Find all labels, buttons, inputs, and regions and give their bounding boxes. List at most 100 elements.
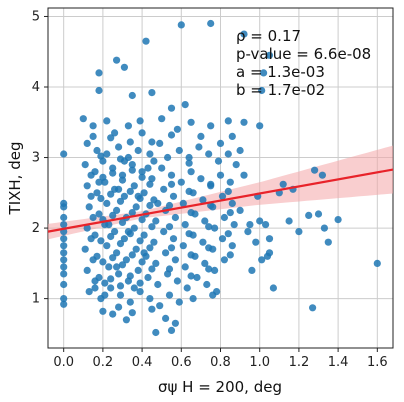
data-point (160, 228, 168, 236)
data-point (162, 314, 170, 322)
annotation-slope: a = 1.3e-03 (236, 63, 325, 81)
data-point (81, 245, 89, 253)
data-point (181, 101, 189, 109)
data-point (91, 284, 99, 292)
data-point (244, 228, 252, 236)
data-point (150, 238, 158, 246)
data-point (138, 216, 146, 224)
data-point (60, 203, 68, 211)
data-point (165, 265, 174, 273)
data-point (89, 213, 97, 222)
data-point (269, 284, 277, 292)
data-point (128, 251, 136, 259)
data-point (263, 252, 272, 260)
data-point (152, 328, 160, 337)
data-point (209, 291, 217, 299)
data-point (105, 221, 113, 229)
data-point (205, 244, 213, 252)
data-point (226, 251, 234, 259)
data-point (83, 139, 91, 147)
data-point (311, 166, 319, 174)
data-point (138, 258, 146, 266)
data-point (118, 261, 127, 269)
data-point (85, 288, 93, 296)
data-point (187, 272, 195, 280)
data-point (148, 175, 156, 183)
data-point (185, 159, 193, 167)
data-point (228, 132, 236, 140)
data-point (252, 238, 260, 246)
data-point (165, 223, 174, 231)
data-point (373, 259, 381, 267)
data-point (109, 211, 117, 219)
data-point (115, 270, 123, 278)
data-point (220, 213, 228, 222)
data-point (205, 223, 213, 231)
data-point (189, 295, 197, 303)
data-point (173, 277, 181, 285)
data-point (148, 89, 156, 97)
data-point (109, 310, 117, 318)
data-point (262, 221, 270, 229)
data-point (60, 150, 68, 158)
data-point (199, 196, 207, 204)
x-tick-label: 1.2 (289, 355, 310, 370)
data-point (167, 171, 176, 179)
data-point (179, 242, 187, 250)
data-point (175, 298, 183, 306)
data-point (140, 231, 148, 239)
data-point (107, 284, 115, 292)
data-point (126, 138, 134, 146)
data-point (122, 316, 130, 324)
data-point (99, 258, 107, 266)
data-point (146, 244, 154, 252)
data-point (93, 189, 101, 197)
data-point (152, 217, 160, 225)
data-point (128, 161, 136, 169)
data-points (60, 19, 381, 337)
data-point (167, 180, 176, 188)
data-point (136, 288, 144, 296)
data-point (167, 131, 176, 139)
data-point (187, 168, 195, 176)
data-point (201, 217, 209, 225)
data-point (95, 86, 103, 95)
data-point (183, 284, 191, 292)
data-point (60, 213, 68, 222)
y-tick-label: 2 (32, 221, 40, 236)
data-point (126, 272, 134, 280)
data-point (265, 51, 274, 59)
data-point (228, 242, 236, 250)
data-point (60, 249, 68, 257)
data-point (171, 319, 179, 327)
data-point (146, 180, 154, 188)
data-point (226, 178, 234, 186)
data-point (207, 122, 215, 130)
data-point (226, 209, 234, 217)
data-point (207, 180, 215, 188)
data-point (144, 273, 152, 282)
data-point (60, 242, 68, 250)
x-tick-label: 0.6 (171, 355, 192, 370)
data-point (128, 166, 136, 174)
data-point (107, 232, 115, 241)
data-point (285, 217, 293, 225)
y-axis-ticks: 1 2 3 4 5 (32, 9, 48, 307)
data-point (130, 224, 138, 232)
data-point (105, 263, 113, 271)
data-point (165, 201, 174, 210)
data-point (173, 125, 181, 133)
data-point (260, 69, 268, 77)
data-point (205, 265, 213, 273)
data-point (130, 182, 138, 190)
data-point (214, 157, 223, 165)
data-point (167, 326, 176, 334)
data-point (305, 211, 313, 219)
data-point (211, 224, 219, 232)
data-point (258, 256, 266, 264)
data-point (158, 164, 166, 172)
data-point (216, 139, 225, 147)
data-point (148, 223, 156, 231)
data-point (258, 86, 266, 95)
